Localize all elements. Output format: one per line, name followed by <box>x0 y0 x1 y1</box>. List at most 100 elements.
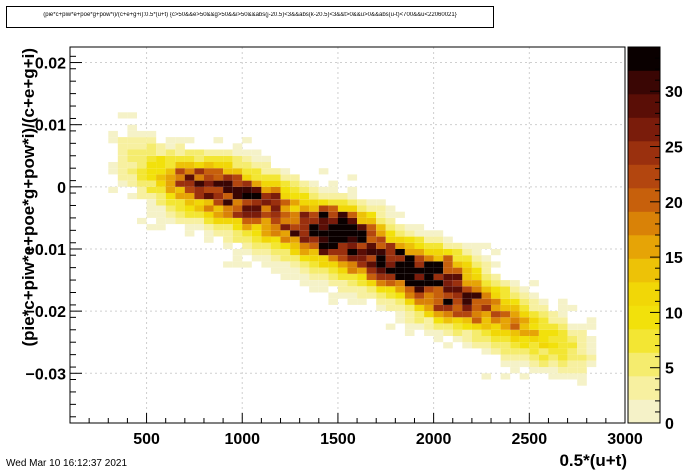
heatmap-cell <box>548 329 558 336</box>
heatmap-cell <box>529 298 539 305</box>
heatmap-cell <box>156 143 166 150</box>
heatmap-cell <box>328 217 338 225</box>
heatmap-cell <box>251 186 262 193</box>
heatmap-cell <box>146 186 157 193</box>
heatmap-cell <box>500 292 511 299</box>
heatmap-cell <box>318 217 329 225</box>
heatmap-cell <box>558 317 568 324</box>
heatmap-cell <box>538 311 549 318</box>
heatmap-cell <box>290 217 300 225</box>
heatmap-cell <box>213 199 224 206</box>
heatmap-cell <box>424 292 434 299</box>
heatmap-cell <box>146 162 157 169</box>
heatmap-cell <box>337 292 348 299</box>
heatmap-cell <box>261 249 271 256</box>
heatmap-cell <box>165 137 176 144</box>
heatmap-cell <box>232 168 243 175</box>
heatmap-cell <box>510 280 520 287</box>
heatmap-cell <box>452 267 463 274</box>
heatmap-cell <box>385 217 396 225</box>
heatmap-cell <box>414 311 425 318</box>
heatmap-cell <box>261 236 271 243</box>
heatmap-cell <box>500 336 511 343</box>
heatmap-cell <box>299 261 310 268</box>
heatmap-cell <box>213 186 224 193</box>
heatmap-cell <box>280 168 291 175</box>
heatmap-cell <box>347 280 358 287</box>
heatmap-cell <box>318 205 329 212</box>
heatmap-cell <box>519 360 530 368</box>
heatmap-cell <box>328 242 338 249</box>
heatmap-cell <box>471 267 482 274</box>
heatmap-cell <box>337 224 348 231</box>
y-tick-label: 0 <box>57 180 66 197</box>
heatmap-cell <box>223 155 233 162</box>
heatmap-cell <box>510 367 520 374</box>
heatmap-cell <box>318 211 329 218</box>
heatmap-cell <box>443 342 453 349</box>
heatmap-cell <box>500 280 511 287</box>
heatmap-cell <box>165 199 176 206</box>
heatmap-cell <box>261 162 271 169</box>
heatmap-cell <box>242 261 252 268</box>
heatmap-cell <box>376 280 386 287</box>
heatmap-cell <box>261 255 271 262</box>
heatmap-cell <box>127 137 137 144</box>
heatmap-cell <box>357 224 367 231</box>
heatmap-cell <box>471 317 482 324</box>
timestamp: Wed Mar 10 16:12:37 2021 <box>6 458 128 469</box>
heatmap-cell <box>127 130 137 138</box>
heatmap-cell <box>184 193 195 200</box>
heatmap-cell <box>156 162 166 169</box>
heatmap-cell <box>137 137 147 144</box>
heatmap-cell <box>184 230 195 237</box>
heatmap-cell <box>424 329 434 336</box>
heatmap-cell <box>376 249 386 256</box>
heatmap-cell <box>586 354 597 361</box>
heatmap-cell <box>529 280 539 287</box>
heatmap-cell <box>204 149 214 156</box>
heatmap-cell <box>433 242 444 249</box>
heatmap-cell <box>223 205 233 212</box>
heatmap-cell <box>137 186 147 193</box>
heatmap-cell <box>328 261 338 268</box>
heatmap-cell <box>156 186 166 193</box>
heatmap-cell <box>146 143 157 150</box>
heatmap-cell <box>385 236 396 243</box>
heatmap-cell <box>462 280 472 287</box>
y-tick-label: 0.01 <box>35 118 66 135</box>
heatmap-cell <box>290 236 300 243</box>
heatmap-cell <box>481 304 492 312</box>
heatmap-cell <box>337 267 348 274</box>
heatmap-cell <box>280 174 291 181</box>
heatmap-cell <box>270 224 281 231</box>
heatmap-cell <box>328 255 338 262</box>
heatmap-cell <box>481 242 492 249</box>
heatmap-cell <box>261 168 271 175</box>
heatmap-cell <box>404 298 415 305</box>
heatmap-cell <box>280 193 291 200</box>
heatmap-cell <box>433 280 444 287</box>
heatmap-cell <box>404 230 415 237</box>
heatmap-cell <box>223 162 233 169</box>
heatmap-cell <box>433 236 444 243</box>
heatmap-cell <box>462 273 472 280</box>
heatmap-cell <box>347 298 358 305</box>
palette-swatch <box>628 70 660 95</box>
palette-swatch <box>628 235 660 259</box>
heatmap-cell <box>204 217 214 225</box>
heatmap-cell <box>529 354 539 361</box>
heatmap-cell <box>481 280 492 287</box>
heatmap-cell <box>127 112 137 119</box>
heatmap-cell <box>376 242 386 249</box>
heatmap-cell <box>299 273 310 280</box>
heatmap-cell <box>251 249 262 256</box>
heatmap-cell <box>567 336 578 343</box>
heatmap-cell <box>337 217 348 225</box>
heatmap-cell <box>146 211 157 218</box>
heatmap-cell <box>548 348 558 355</box>
heatmap-cell <box>270 205 281 212</box>
heatmap-cell <box>146 168 157 175</box>
heatmap-cell <box>347 249 358 256</box>
heatmap-cell <box>385 323 396 330</box>
